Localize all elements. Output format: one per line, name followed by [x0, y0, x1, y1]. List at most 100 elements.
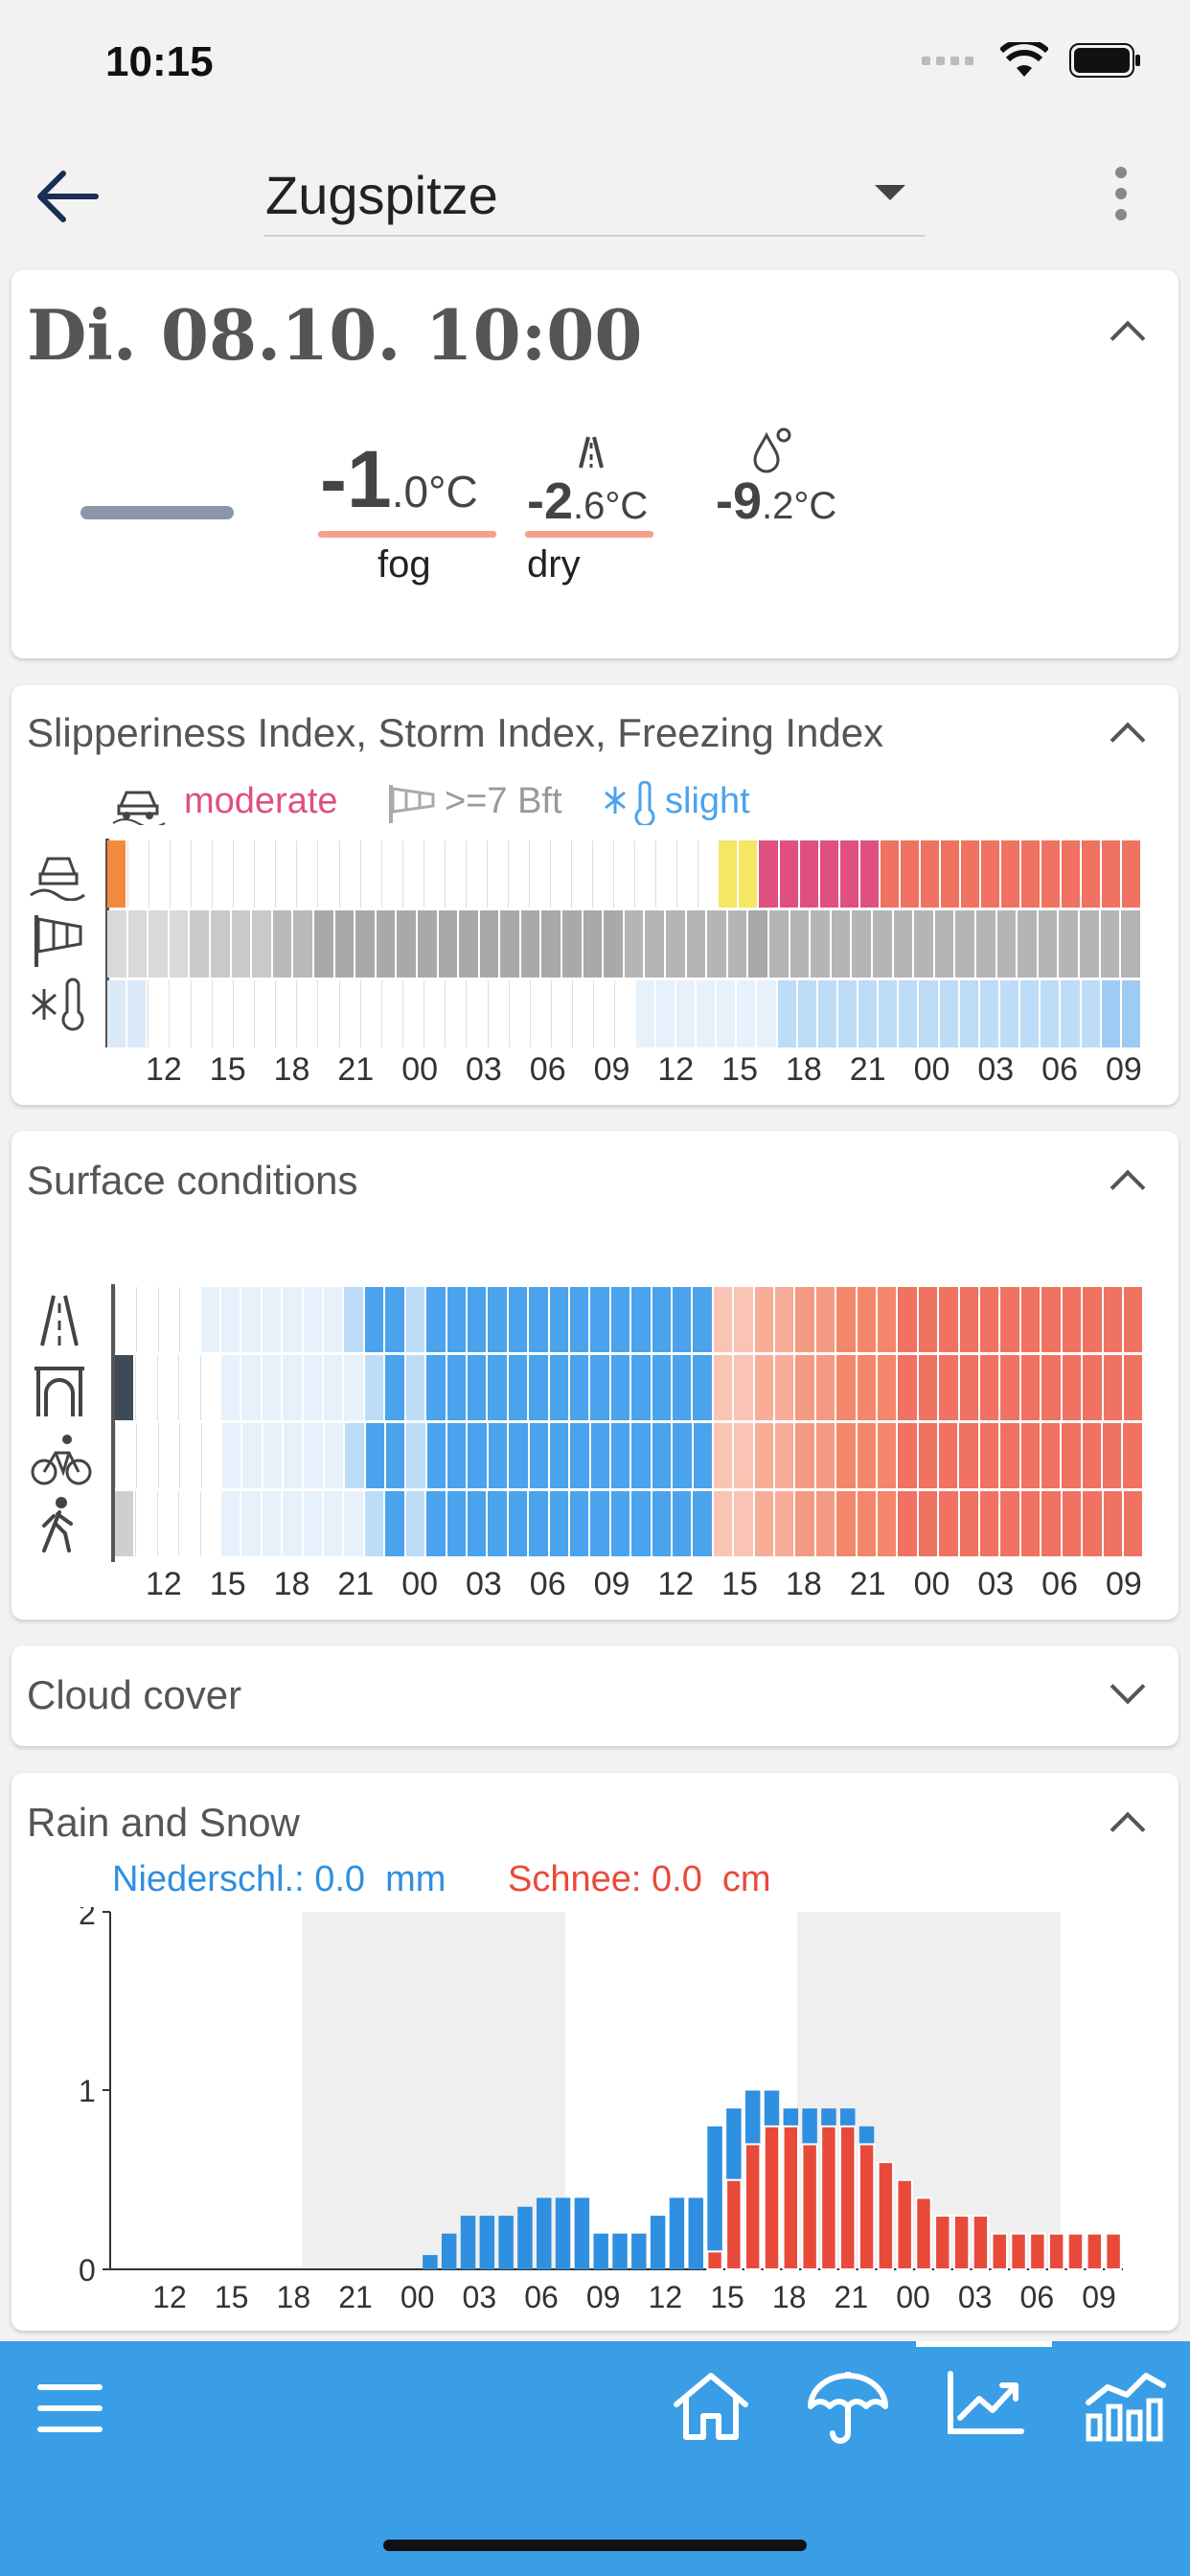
status-icons	[922, 42, 1142, 79]
surface-cell	[570, 1423, 591, 1488]
chevron-up-icon[interactable]	[1110, 722, 1146, 758]
surface-cell	[199, 1491, 222, 1556]
arrow-left-icon	[37, 171, 99, 222]
freezing-cell	[423, 980, 446, 1047]
surface-cell	[135, 1491, 157, 1556]
surface-cell	[179, 1423, 201, 1488]
chevron-up-icon[interactable]	[1110, 1811, 1146, 1848]
slippery-cell	[880, 840, 901, 908]
y-tick-label: 1	[79, 2074, 96, 2108]
slippery-index-row	[107, 840, 1143, 908]
location-select[interactable]: Zugspitze	[263, 158, 925, 237]
bar-line-chart-icon[interactable]	[1083, 2364, 1169, 2445]
snow-bar	[858, 2143, 876, 2270]
surface-cell	[136, 1287, 158, 1352]
slippery-cell	[719, 840, 740, 908]
freezing-row-icon	[32, 978, 84, 1031]
surface-cell	[959, 1355, 981, 1420]
rain-bar	[669, 2197, 685, 2269]
more-menu-button[interactable]	[1102, 163, 1140, 230]
location-name: Zugspitze	[265, 165, 498, 225]
surface-cell	[878, 1355, 899, 1420]
surface-cell	[1041, 1287, 1063, 1352]
x-tick-label: 03	[463, 2280, 497, 2314]
storm-cell	[790, 910, 812, 978]
surface-cell	[115, 1287, 137, 1352]
slippery-cell	[655, 840, 677, 908]
snow-bar	[744, 2143, 762, 2270]
surface-cell	[815, 1423, 837, 1488]
slippery-cell	[486, 840, 508, 908]
freezing-cell	[401, 980, 424, 1047]
menu-icon[interactable]	[36, 2380, 103, 2437]
chevron-up-icon[interactable]	[1110, 1169, 1146, 1206]
chevron-down-icon[interactable]	[1110, 1668, 1146, 1705]
snow-bar	[877, 2161, 895, 2271]
freezing-cell	[757, 980, 778, 1047]
surface-cell	[115, 1355, 136, 1420]
x-tick-label: 09	[586, 2280, 621, 2314]
surface-cell	[878, 1491, 899, 1556]
surface-cell	[157, 1423, 180, 1488]
surface-cell	[693, 1491, 714, 1556]
freezing-cell	[253, 980, 276, 1047]
back-button[interactable]	[29, 158, 105, 235]
air-temp-int: -1	[320, 434, 392, 524]
surface-cell	[242, 1423, 263, 1488]
surface-cell	[877, 1423, 899, 1488]
storm-cell	[996, 910, 1018, 978]
surface-cell	[590, 1491, 611, 1556]
surface-cell	[631, 1423, 652, 1488]
chevron-up-icon[interactable]	[1110, 320, 1146, 356]
umbrella-icon[interactable]	[807, 2370, 889, 2447]
freezing-thermometer-icon	[605, 781, 655, 825]
hour-tick-label: 18	[785, 1051, 822, 1088]
slippery-cell	[423, 840, 445, 908]
surface-cell	[775, 1491, 796, 1556]
surface-cell	[283, 1491, 304, 1556]
slippery-cell	[819, 840, 840, 908]
snow-bar	[972, 2215, 990, 2270]
freezing-cell	[317, 980, 339, 1047]
surface-cell	[426, 1491, 447, 1556]
surface-cell	[795, 1355, 816, 1420]
trend-chart-icon[interactable]	[945, 2370, 1025, 2437]
freezing-cell	[107, 980, 128, 1047]
surface-cell	[364, 1355, 386, 1420]
cloud-cover-card[interactable]: Cloud cover	[11, 1645, 1179, 1746]
freezing-cell	[593, 980, 615, 1047]
hour-tick-label: 00	[913, 1566, 950, 1602]
storm-cell	[686, 910, 708, 978]
surface-cell	[549, 1491, 570, 1556]
freezing-cell	[675, 980, 697, 1047]
surface-cell	[652, 1355, 673, 1420]
road-temp-dec: .6°C	[573, 485, 649, 527]
surface-cell	[1041, 1423, 1063, 1488]
surface-cell	[1103, 1355, 1124, 1420]
surface-cell	[405, 1491, 427, 1556]
storm-cell	[934, 910, 956, 978]
surface-cell	[447, 1423, 469, 1488]
air-temperature: -1.0°C	[320, 433, 478, 526]
freezing-cell	[837, 980, 859, 1047]
rain-bar	[537, 2197, 552, 2269]
slippery-cell	[613, 840, 635, 908]
storm-cell	[479, 910, 501, 978]
storm-cell	[1018, 910, 1039, 978]
bottom-navigation	[0, 2341, 1190, 2576]
hour-tick-label: 03	[977, 1566, 1015, 1602]
surface-cell	[406, 1423, 427, 1488]
surface-cell	[263, 1423, 284, 1488]
home-icon[interactable]	[671, 2370, 751, 2443]
slippery-cell	[1102, 840, 1123, 908]
y-tick-label: 0	[79, 2253, 96, 2288]
surface-cell	[836, 1491, 858, 1556]
surface-cell	[795, 1287, 816, 1352]
hour-tick-label: 06	[1041, 1051, 1078, 1088]
surface-cell	[508, 1491, 530, 1556]
slippery-cell	[940, 840, 961, 908]
storm-cell	[583, 910, 605, 978]
dewpoint-temperature: -9.2°C	[716, 472, 836, 531]
surface-cell	[304, 1423, 325, 1488]
snow-bar	[706, 2250, 723, 2271]
